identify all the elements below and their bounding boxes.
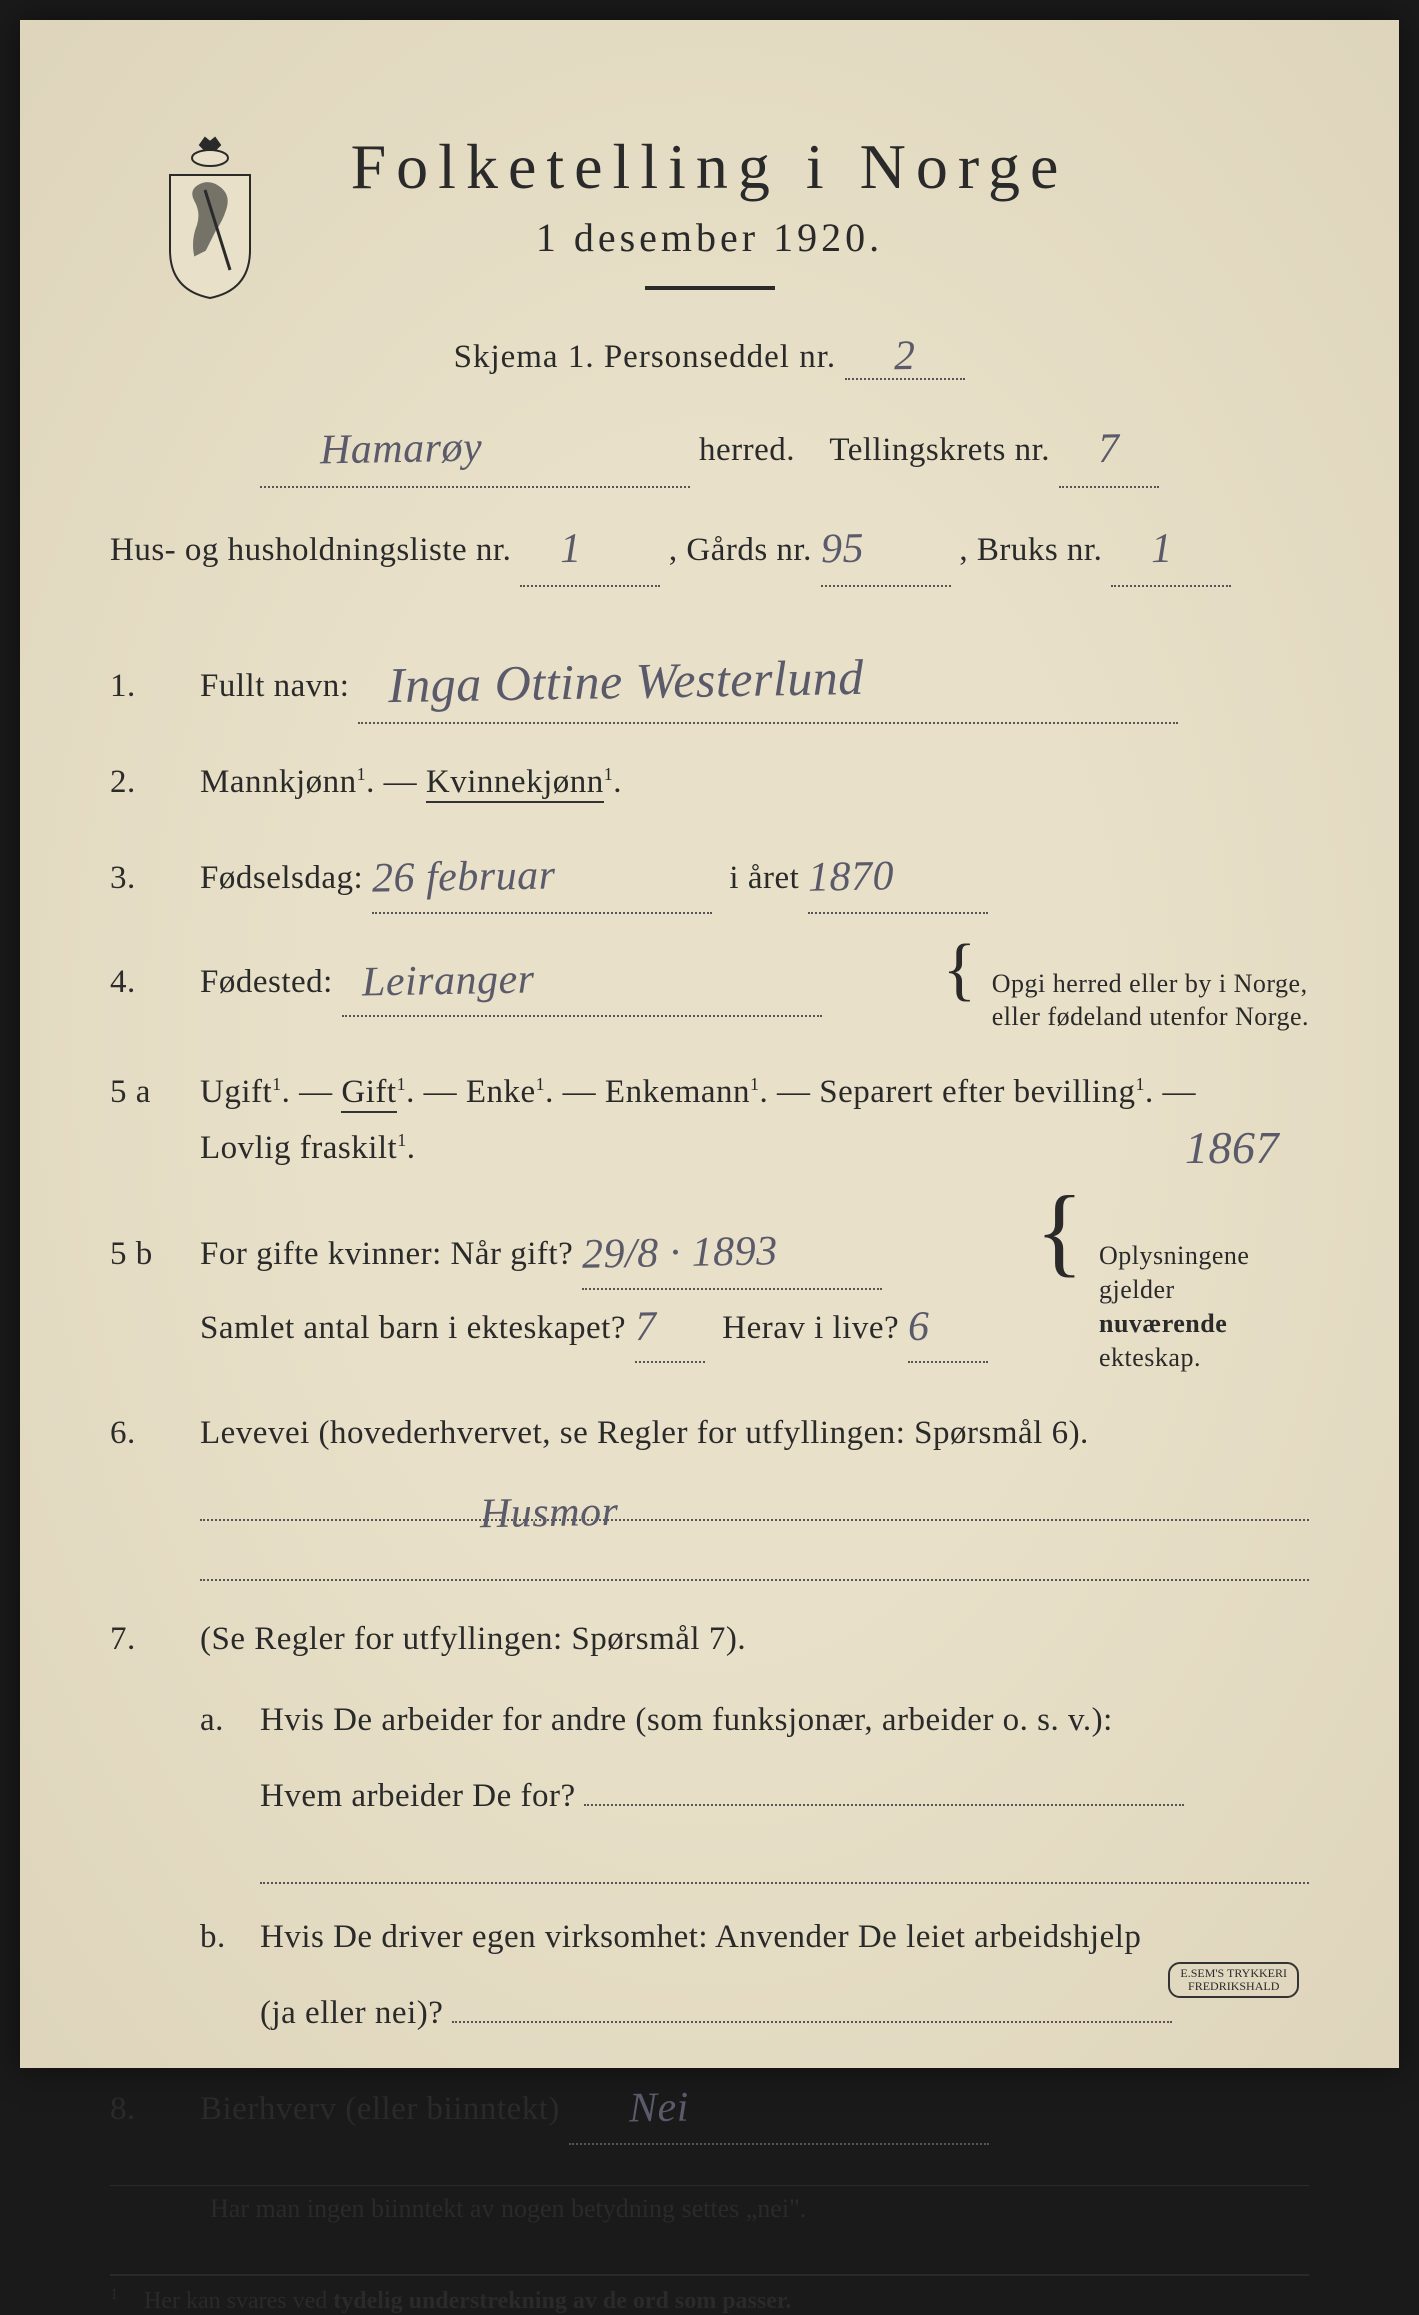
q7a-line1: Hvis De arbeider for andre (som funksjon… xyxy=(260,1692,1309,1748)
q6-row: 6. Levevei (hovederhvervet, se Regler fo… xyxy=(110,1405,1309,1581)
tellingskrets-nr: 7 xyxy=(1097,412,1120,488)
q1-row: 1. Fullt navn: Inga Ottine Westerlund xyxy=(110,637,1309,724)
q6-num: 6. xyxy=(110,1405,200,1461)
brace-icon: { xyxy=(1036,1206,1085,1256)
q5a-num: 5 a xyxy=(110,1064,200,1120)
q1-value: Inga Ottine Westerlund xyxy=(387,635,864,728)
q5a-row: 5 a Ugift1. — Gift1. — Enke1. — Enkemann… xyxy=(110,1064,1309,1176)
q4-value: Leiranger xyxy=(361,944,535,1018)
husliste-nr: 1 xyxy=(559,511,582,587)
schema-label: Skjema 1. Personseddel nr. xyxy=(454,339,837,375)
herred-label: herred. xyxy=(699,432,795,468)
q7-num: 7. xyxy=(110,1611,200,1667)
tellingskrets-label: Tellingskrets nr. xyxy=(829,432,1050,468)
q5b-label3: Herav i live? xyxy=(722,1310,899,1346)
questions: 1. Fullt navn: Inga Ottine Westerlund 2.… xyxy=(110,637,1309,2144)
q4-row: 4. Fødested: Leiranger { Opgi herred ell… xyxy=(110,944,1309,1035)
herred-value: Hamarøy xyxy=(320,411,483,489)
husliste-label: Hus- og husholdningsliste nr. xyxy=(110,532,511,568)
q3-mid: i året xyxy=(729,860,799,896)
census-form-page: Folketelling i Norge 1 desember 1920. Sk… xyxy=(20,20,1399,2068)
page-subtitle: 1 desember 1920. xyxy=(110,214,1309,261)
q5b-date: 29/8 · 1893 xyxy=(581,1217,778,1292)
q3-day: 26 februar xyxy=(371,841,556,916)
q5a-lovlig: Lovlig fraskilt xyxy=(200,1130,397,1166)
gards-nr: 95 xyxy=(820,511,864,587)
q1-label: Fullt navn: xyxy=(200,668,349,704)
q5b-note: Oplysningene gjelder nuværende ekteskap. xyxy=(1099,1239,1309,1374)
q8-num: 8. xyxy=(110,2081,200,2137)
q7a-num: a. xyxy=(200,1692,260,1884)
title-divider xyxy=(645,286,775,290)
footnote-line: 1 Her kan svares ved tydelig understrekn… xyxy=(110,2274,1309,2315)
q2-mannk: Mannkjønn xyxy=(200,764,357,800)
q8-value: Nei xyxy=(628,2073,689,2145)
bruks-nr: 1 xyxy=(1150,511,1173,587)
q7b-num: b. xyxy=(200,1909,260,2041)
q2-row: 2. Mannkjønn1. — Kvinnekjønn1. xyxy=(110,754,1309,810)
brace-icon: { xyxy=(943,952,977,987)
q1-num: 1. xyxy=(110,658,200,714)
q6-value: Husmor xyxy=(479,1477,619,1551)
q7b-line2: (ja eller nei)? xyxy=(260,1995,443,2031)
coat-of-arms-icon xyxy=(150,130,270,300)
q6-label: Levevei (hovederhvervet, se Regler for u… xyxy=(200,1415,1089,1451)
personseddel-nr: 2 xyxy=(894,332,917,380)
q3-year: 1870 xyxy=(807,842,894,915)
q5a-ugift: Ugift xyxy=(200,1074,272,1110)
q5a-enke: Enke xyxy=(466,1074,536,1110)
q5b-label2: Samlet antal barn i ekteskapet? xyxy=(200,1310,626,1346)
q7-label: (Se Regler for utfyllingen: Spørsmål 7). xyxy=(200,1621,746,1657)
q5a-enkemann: Enkemann xyxy=(605,1074,750,1110)
husliste-line: Hus- og husholdningsliste nr. 1 , Gårds … xyxy=(110,510,1309,588)
q4-note: Opgi herred eller by i Norge, eller føde… xyxy=(992,967,1309,1035)
q7a-line2: Hvem arbeider De for? xyxy=(260,1778,576,1814)
q5a-gift: Gift xyxy=(341,1074,396,1113)
q2-kvinnek: Kvinnekjønn xyxy=(426,764,604,803)
herred-line: Hamarøy herred. Tellingskrets nr. 7 xyxy=(110,410,1309,488)
q3-num: 3. xyxy=(110,850,200,906)
q5a-extra: 1867 xyxy=(1185,1109,1279,1187)
q3-row: 3. Fødselsdag: 26 februar i året 1870 xyxy=(110,840,1309,913)
header: Folketelling i Norge 1 desember 1920. xyxy=(110,130,1309,290)
q4-num: 4. xyxy=(110,954,200,1010)
q3-label: Fødselsdag: xyxy=(200,860,363,896)
q8-label: Bierhverv (eller biinntekt) xyxy=(200,2091,560,2127)
schema-line: Skjema 1. Personseddel nr. 2 xyxy=(110,330,1309,380)
footer-note1: Har man ingen biinntekt av nogen betydni… xyxy=(110,2185,1309,2224)
q2-num: 2. xyxy=(110,754,200,810)
footnote-num: 1 xyxy=(110,2286,118,2303)
q5b-num: 5 b xyxy=(110,1226,200,1282)
q8-row: 8. Bierhverv (eller biinntekt) Nei xyxy=(110,2071,1309,2144)
q5b-live: 6 xyxy=(907,1292,930,1364)
q7-row: 7. (Se Regler for utfyllingen: Spørsmål … xyxy=(110,1611,1309,2041)
q4-label: Fødested: xyxy=(200,964,333,1000)
q5b-label1: For gifte kvinner: Når gift? xyxy=(200,1236,573,1272)
q5a-separert: Separert efter bevilling xyxy=(819,1074,1135,1110)
bruks-label: , Bruks nr. xyxy=(959,532,1102,568)
q7b-line1: Hvis De driver egen virksomhet: Anvender… xyxy=(260,1909,1309,1965)
q5b-barn: 7 xyxy=(634,1292,657,1364)
page-title: Folketelling i Norge xyxy=(110,130,1309,204)
q5b-row: 5 b For gifte kvinner: Når gift? 29/8 · … xyxy=(110,1206,1309,1374)
gards-label: , Gårds nr. xyxy=(669,532,812,568)
printer-mark: E.SEM'S TRYKKERI FREDRIKSHALD xyxy=(1168,1962,1299,1998)
